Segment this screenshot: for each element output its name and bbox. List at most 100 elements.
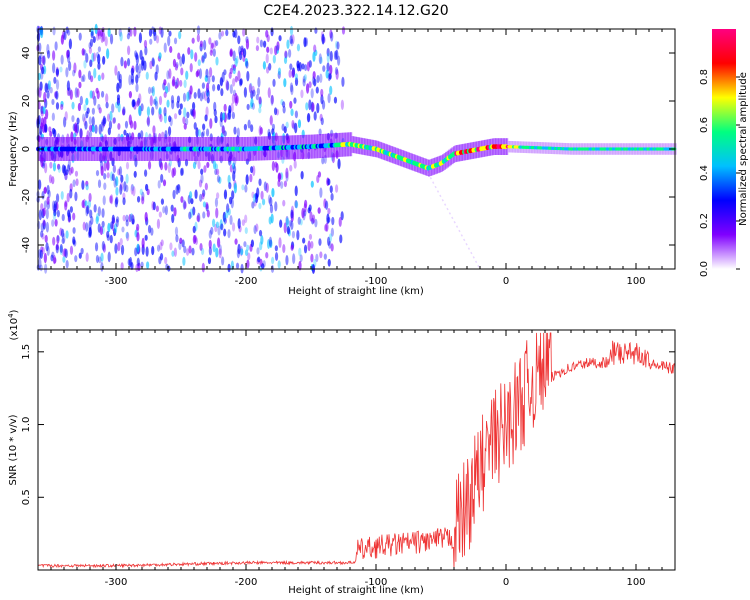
spectrogram-noise-cell [294, 199, 298, 209]
spectrogram-noise-cell [292, 253, 296, 265]
spectrogram-noise-cell [255, 223, 259, 232]
spectrogram-noise-cell [170, 204, 174, 212]
spectrogram-noise-cell [186, 111, 190, 119]
spectrogram-noise-cell [122, 106, 126, 116]
spectrogram-noise-cell [215, 207, 219, 219]
spectrogram-noise-cell [183, 79, 187, 89]
spectrogram-noise-cell [152, 201, 156, 211]
spectrogram-noise-cell [288, 219, 292, 227]
spectrogram-noise-cell [274, 252, 279, 261]
spectrogram-noise-cell [260, 235, 264, 245]
spectrogram-noise-cell [100, 252, 104, 263]
spectrogram-noise-cell [38, 209, 42, 221]
spectrogram-noise-cell [318, 238, 322, 246]
spectrogram-noise-cell [327, 258, 331, 267]
spectrogram-noise-cell [300, 170, 304, 180]
spectrogram-noise-cell [91, 107, 95, 115]
spectrogram-noise-cell [67, 29, 71, 36]
spectrogram-noise-cell [215, 40, 219, 47]
spectrogram-noise-cell [67, 159, 72, 170]
spectrogram-noise-cell [317, 171, 322, 178]
spectrogram-noise-cell [55, 102, 60, 110]
spectrogram-noise-cell [89, 38, 94, 48]
spectrogram-x-tick-label: 0 [503, 276, 509, 287]
spectrogram-noise-cell [242, 28, 246, 37]
spectrogram-noise-cell [150, 227, 154, 236]
spectrogram-noise-cell [194, 52, 198, 62]
spectrogram-noise-cell [128, 74, 132, 86]
spectrogram-noise-cell [213, 101, 217, 112]
spectrogram-noise-cell [269, 115, 273, 125]
spectrogram-noise-cell [52, 236, 56, 246]
spectrogram-noise-cell [174, 81, 178, 90]
spectrogram-noise-cell [145, 183, 149, 192]
spectrogram-noise-cell [81, 113, 86, 122]
spectrogram-noise-cell [334, 40, 339, 50]
spectrogram-noise-cell [206, 161, 210, 168]
spectrogram-noise-cell [131, 214, 135, 225]
snr-plot-area [38, 330, 675, 570]
spectrogram-noise-cell [154, 71, 158, 81]
spectrogram-noise-cell [46, 90, 50, 99]
spectrogram-noise-cell [291, 69, 295, 79]
spectrogram-noise-cell [133, 26, 137, 37]
spectrogram-noise-cell [188, 191, 193, 200]
spectrogram-noise-cell [315, 253, 319, 263]
spectrogram-noise-cell [302, 237, 306, 244]
spectrogram-noise-cell [216, 84, 221, 91]
spectrogram-noise-cell [310, 253, 314, 263]
spectrogram-noise-cell [330, 31, 334, 42]
spectrogram-noise-cell [321, 33, 325, 45]
spectrogram-noise-cell [140, 60, 145, 71]
spectrogram-noise-cell [204, 182, 208, 191]
spectrogram-noise-cell [54, 41, 58, 51]
spectrogram-noise-cell [269, 196, 273, 207]
spectrogram-noise-cell [220, 88, 224, 97]
snr-scale-exponent: 4 [7, 313, 15, 318]
spectrogram-noise-cell [202, 211, 206, 219]
colorbar: 0.0 0.2 0.4 0.6 0.8 Normalized spectral ampl… [699, 29, 749, 277]
spectrogram-noise-cell [251, 201, 255, 209]
spectrogram-noise-cell [111, 214, 115, 224]
spectrogram-noise-cell [245, 38, 250, 50]
spectrogram-noise-cell [215, 221, 220, 229]
spectrogram-noise-cell [313, 44, 317, 53]
spectrogram-noise-cell [71, 115, 75, 123]
spectrogram-noise-cell [214, 115, 218, 124]
spectrogram-noise-cell [303, 64, 308, 72]
spectrogram-noise-cell [310, 240, 314, 249]
spectrogram-noise-cell [318, 128, 322, 136]
spectrogram-noise-cell [257, 76, 261, 88]
spectrogram-noise-cell [93, 95, 97, 106]
spectrogram-noise-cell [311, 102, 315, 112]
colorbar-tick-label: 0.0 [699, 261, 710, 277]
spectrogram-noise-cell [218, 244, 222, 255]
spectrogram-noise-cell [55, 66, 59, 78]
spectrogram-noise-cell [178, 241, 182, 251]
spectrogram-noise-cell [128, 90, 132, 99]
spectrogram-noise-cell [97, 46, 101, 53]
spectrogram-noise-cell [222, 211, 226, 223]
spectrogram-noise-cell [298, 61, 302, 72]
spectrogram-noise-cell [74, 170, 79, 177]
spectrogram-noise-cell [155, 64, 159, 75]
spectrogram-noise-cell [106, 48, 110, 59]
spectrogram-noise-cell [47, 80, 52, 90]
spectrogram-noise-cell [169, 45, 173, 53]
spectrogram-noise-cell [269, 239, 273, 249]
spectrogram-noise-cell [240, 248, 244, 256]
spectrogram-noise-cell [330, 192, 334, 201]
spectrogram-noise-cell [197, 59, 201, 67]
spectrogram-noise-cell [246, 70, 250, 82]
spectrogram-noise-cell [102, 32, 106, 42]
spectrogram-noise-cell [143, 39, 148, 49]
spectrogram-noise-cell [283, 126, 287, 134]
spectrogram-noise-cell [333, 50, 338, 60]
spectrogram-noise-cell [80, 75, 84, 83]
spectrogram-noise-cell [151, 200, 155, 211]
spectrogram-noise-cell [192, 108, 196, 120]
spectrogram-noise-cell [260, 190, 264, 200]
spectrogram-noise-cell [55, 244, 59, 254]
